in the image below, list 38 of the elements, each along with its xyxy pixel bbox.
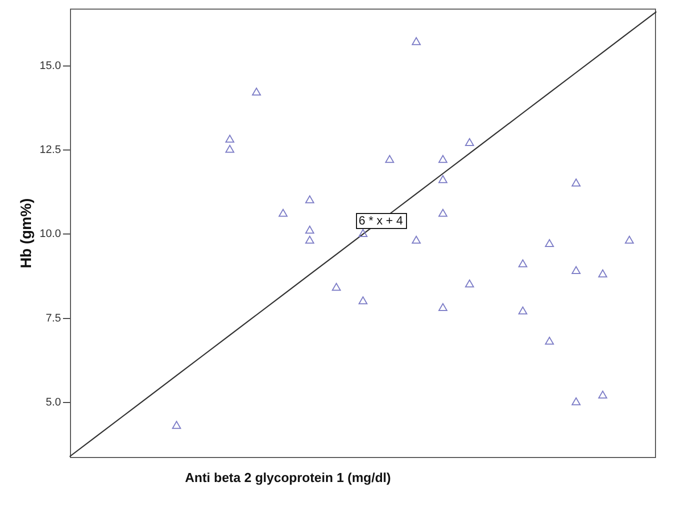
point (572, 266, 581, 274)
point (278, 208, 288, 217)
point (518, 259, 528, 268)
point (544, 239, 554, 248)
point (358, 229, 368, 237)
point (598, 390, 608, 399)
y-tick-label: 5.0 (46, 396, 61, 408)
point (252, 88, 261, 96)
point (225, 134, 234, 143)
point (572, 397, 581, 406)
point (305, 195, 314, 204)
y-tick-label: 12.5 (40, 144, 61, 156)
point (465, 280, 474, 288)
point (172, 420, 182, 429)
y-tick-label: 10.0 (40, 228, 61, 240)
point (438, 208, 448, 217)
point (544, 336, 554, 345)
point (438, 154, 448, 163)
y-tick-label: 15.0 (40, 60, 61, 72)
point (624, 236, 634, 244)
point (465, 138, 474, 146)
point (305, 226, 314, 234)
point (412, 37, 421, 46)
point (385, 154, 394, 163)
y-tick-label: 7.5 (46, 312, 61, 324)
annotation: 6 * x + 4 (358, 213, 404, 228)
y-axis-title: Hb (gm%) (18, 198, 36, 268)
point (305, 236, 314, 244)
point (598, 269, 608, 278)
point (518, 306, 528, 314)
x-axis-title: Anti beta 2 glycoprotein 1 (mg/dl) (185, 470, 391, 485)
point (225, 144, 234, 153)
point (438, 303, 448, 311)
point (572, 178, 581, 186)
point (412, 236, 421, 244)
point (332, 282, 341, 291)
point (438, 175, 448, 184)
point (358, 296, 368, 304)
